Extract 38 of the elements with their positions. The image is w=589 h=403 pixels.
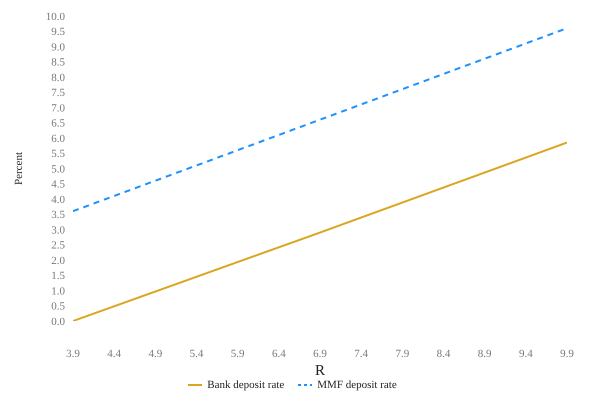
legend-label: MMF deposit rate bbox=[317, 379, 397, 391]
y-tick-label: 6.5 bbox=[51, 118, 66, 130]
y-tick-label: 3.5 bbox=[51, 209, 66, 222]
x-tick-label: 7.4 bbox=[354, 348, 369, 360]
y-tick-label: 7.0 bbox=[51, 102, 66, 114]
x-tick-label: 7.9 bbox=[395, 348, 410, 360]
y-tick-label: 2.0 bbox=[51, 254, 66, 267]
x-tick-label: 6.4 bbox=[272, 348, 286, 360]
y-tick-label: 1.0 bbox=[51, 285, 66, 298]
y-tick-label: 9.0 bbox=[51, 41, 66, 54]
y-tick-label: 5.0 bbox=[51, 163, 66, 176]
x-tick-label: 9.4 bbox=[518, 348, 534, 360]
x-tick-label: 5.4 bbox=[190, 348, 204, 360]
y-axis-title: Percent bbox=[12, 152, 25, 185]
x-axis-title: R bbox=[314, 363, 326, 379]
x-tick-label: 4.9 bbox=[148, 348, 163, 360]
x-tick-label: 9.9 bbox=[560, 348, 574, 360]
y-tick-label: 4.0 bbox=[51, 194, 66, 206]
y-tick-label: 7.5 bbox=[51, 87, 66, 100]
y-tick-label: 0.5 bbox=[51, 300, 66, 313]
x-tick-label: 5.9 bbox=[230, 348, 246, 360]
x-tick-label: 3.9 bbox=[66, 348, 80, 360]
y-tick-label: 8.5 bbox=[51, 56, 66, 69]
x-tick-label: 6.9 bbox=[313, 348, 328, 360]
x-tick-label: 8.4 bbox=[436, 348, 451, 360]
x-tick-label: 8.9 bbox=[478, 348, 492, 360]
x-tick-label: 4.4 bbox=[107, 348, 122, 360]
y-tick-label: 6.0 bbox=[51, 132, 66, 145]
y-tick-label: 5.5 bbox=[51, 148, 66, 160]
y-tick-label: 9.5 bbox=[51, 26, 66, 38]
legend-label: Bank deposit rate bbox=[207, 379, 284, 391]
y-tick-label: 10.0 bbox=[46, 10, 66, 23]
y-tick-label: 3.0 bbox=[51, 224, 66, 236]
y-tick-label: 1.5 bbox=[51, 270, 66, 282]
y-tick-label: 4.5 bbox=[51, 178, 66, 191]
y-tick-label: 0.0 bbox=[51, 316, 66, 328]
y-tick-label: 8.0 bbox=[51, 72, 66, 84]
y-tick-label: 2.5 bbox=[51, 240, 66, 252]
